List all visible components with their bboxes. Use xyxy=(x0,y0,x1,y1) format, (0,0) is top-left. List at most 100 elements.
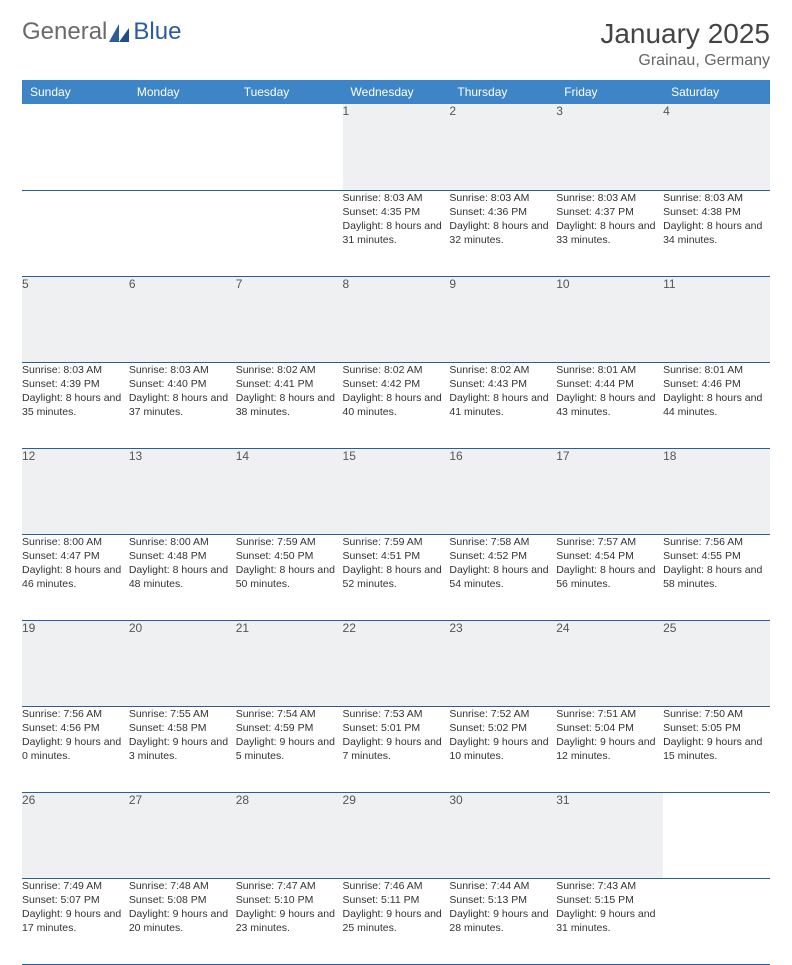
sunset-line: Sunset: 4:46 PM xyxy=(663,377,770,391)
location: Grainau, Germany xyxy=(600,52,770,70)
day-number-cell: 29 xyxy=(343,792,450,878)
day-content-cell: Sunrise: 8:03 AMSunset: 4:38 PMDaylight:… xyxy=(663,190,770,276)
day-number-cell: 1 xyxy=(343,104,450,190)
daylight-line: Daylight: 8 hours and 35 minutes. xyxy=(22,391,129,419)
day-number-cell: 26 xyxy=(22,792,129,878)
daylight-line: Daylight: 8 hours and 41 minutes. xyxy=(449,391,556,419)
logo: General Blue xyxy=(22,18,181,46)
day-content-cell: Sunrise: 8:03 AMSunset: 4:36 PMDaylight:… xyxy=(449,190,556,276)
sunset-line: Sunset: 5:02 PM xyxy=(449,721,556,735)
sunrise-line: Sunrise: 8:03 AM xyxy=(129,363,236,377)
daylight-line: Daylight: 9 hours and 17 minutes. xyxy=(22,907,129,935)
day-number-cell: 28 xyxy=(236,792,343,878)
day-content-cell: Sunrise: 7:54 AMSunset: 4:59 PMDaylight:… xyxy=(236,706,343,792)
day-number-cell: 9 xyxy=(449,276,556,362)
day-number-cell: 11 xyxy=(663,276,770,362)
day-content-row: Sunrise: 8:00 AMSunset: 4:47 PMDaylight:… xyxy=(22,534,770,620)
daylight-line: Daylight: 8 hours and 44 minutes. xyxy=(663,391,770,419)
sunrise-line: Sunrise: 8:03 AM xyxy=(449,191,556,205)
day-content-cell: Sunrise: 7:44 AMSunset: 5:13 PMDaylight:… xyxy=(449,878,556,964)
sunrise-line: Sunrise: 7:51 AM xyxy=(556,707,663,721)
day-content-row: Sunrise: 8:03 AMSunset: 4:35 PMDaylight:… xyxy=(22,190,770,276)
sunrise-line: Sunrise: 7:46 AM xyxy=(343,879,450,893)
day-content-cell: Sunrise: 7:57 AMSunset: 4:54 PMDaylight:… xyxy=(556,534,663,620)
day-number-cell: 31 xyxy=(556,792,663,878)
sunrise-line: Sunrise: 7:57 AM xyxy=(556,535,663,549)
daylight-line: Daylight: 8 hours and 54 minutes. xyxy=(449,563,556,591)
sunset-line: Sunset: 4:59 PM xyxy=(236,721,343,735)
day-content-cell: Sunrise: 7:47 AMSunset: 5:10 PMDaylight:… xyxy=(236,878,343,964)
day-content-row: Sunrise: 7:49 AMSunset: 5:07 PMDaylight:… xyxy=(22,878,770,964)
daylight-line: Daylight: 9 hours and 20 minutes. xyxy=(129,907,236,935)
day-number-cell: 2 xyxy=(449,104,556,190)
day-content-cell xyxy=(129,190,236,276)
header: General Blue January 2025 Grainau, Germa… xyxy=(22,18,770,70)
sunrise-line: Sunrise: 8:00 AM xyxy=(129,535,236,549)
sunset-line: Sunset: 4:44 PM xyxy=(556,377,663,391)
day-number-cell xyxy=(22,104,129,190)
day-number-cell: 10 xyxy=(556,276,663,362)
sunset-line: Sunset: 4:48 PM xyxy=(129,549,236,563)
sunset-line: Sunset: 5:11 PM xyxy=(343,893,450,907)
day-content-cell: Sunrise: 7:43 AMSunset: 5:15 PMDaylight:… xyxy=(556,878,663,964)
sunrise-line: Sunrise: 7:59 AM xyxy=(236,535,343,549)
sunrise-line: Sunrise: 7:59 AM xyxy=(343,535,450,549)
day-number-cell: 25 xyxy=(663,620,770,706)
day-content-cell: Sunrise: 7:59 AMSunset: 4:50 PMDaylight:… xyxy=(236,534,343,620)
logo-mark-icon xyxy=(109,22,131,42)
day-content-cell: Sunrise: 7:51 AMSunset: 5:04 PMDaylight:… xyxy=(556,706,663,792)
calendar-body: 1234Sunrise: 8:03 AMSunset: 4:35 PMDayli… xyxy=(22,104,770,964)
sunset-line: Sunset: 5:10 PM xyxy=(236,893,343,907)
sunrise-line: Sunrise: 7:55 AM xyxy=(129,707,236,721)
day-content-row: Sunrise: 8:03 AMSunset: 4:39 PMDaylight:… xyxy=(22,362,770,448)
day-number-cell: 22 xyxy=(343,620,450,706)
day-content-cell: Sunrise: 7:56 AMSunset: 4:55 PMDaylight:… xyxy=(663,534,770,620)
day-content-cell: Sunrise: 8:00 AMSunset: 4:47 PMDaylight:… xyxy=(22,534,129,620)
calendar-head: SundayMondayTuesdayWednesdayThursdayFrid… xyxy=(22,80,770,104)
day-content-cell: Sunrise: 7:58 AMSunset: 4:52 PMDaylight:… xyxy=(449,534,556,620)
day-content-cell: Sunrise: 8:03 AMSunset: 4:37 PMDaylight:… xyxy=(556,190,663,276)
title-block: January 2025 Grainau, Germany xyxy=(600,18,770,70)
sunset-line: Sunset: 4:43 PM xyxy=(449,377,556,391)
sunset-line: Sunset: 4:54 PM xyxy=(556,549,663,563)
sunrise-line: Sunrise: 7:56 AM xyxy=(663,535,770,549)
sunset-line: Sunset: 4:36 PM xyxy=(449,205,556,219)
daylight-line: Daylight: 8 hours and 56 minutes. xyxy=(556,563,663,591)
sunrise-line: Sunrise: 8:02 AM xyxy=(343,363,450,377)
daylight-line: Daylight: 9 hours and 25 minutes. xyxy=(343,907,450,935)
logo-text-general: General xyxy=(22,18,107,46)
day-content-cell: Sunrise: 7:55 AMSunset: 4:58 PMDaylight:… xyxy=(129,706,236,792)
day-content-cell: Sunrise: 8:02 AMSunset: 4:42 PMDaylight:… xyxy=(343,362,450,448)
day-number-cell: 19 xyxy=(22,620,129,706)
sunrise-line: Sunrise: 8:03 AM xyxy=(556,191,663,205)
sunset-line: Sunset: 5:07 PM xyxy=(22,893,129,907)
logo-text-blue: Blue xyxy=(133,18,181,46)
daylight-line: Daylight: 8 hours and 48 minutes. xyxy=(129,563,236,591)
day-number-cell: 20 xyxy=(129,620,236,706)
weekday-header: Wednesday xyxy=(343,80,450,104)
sunset-line: Sunset: 4:47 PM xyxy=(22,549,129,563)
day-content-cell: Sunrise: 8:01 AMSunset: 4:44 PMDaylight:… xyxy=(556,362,663,448)
daylight-line: Daylight: 8 hours and 40 minutes. xyxy=(343,391,450,419)
sunrise-line: Sunrise: 7:47 AM xyxy=(236,879,343,893)
daylight-line: Daylight: 8 hours and 58 minutes. xyxy=(663,563,770,591)
day-number-cell: 12 xyxy=(22,448,129,534)
day-content-cell xyxy=(236,190,343,276)
day-number-cell: 23 xyxy=(449,620,556,706)
sunset-line: Sunset: 4:40 PM xyxy=(129,377,236,391)
day-number-cell: 16 xyxy=(449,448,556,534)
sunrise-line: Sunrise: 8:03 AM xyxy=(663,191,770,205)
day-content-cell: Sunrise: 7:59 AMSunset: 4:51 PMDaylight:… xyxy=(343,534,450,620)
sunset-line: Sunset: 4:35 PM xyxy=(343,205,450,219)
day-number-row: 12131415161718 xyxy=(22,448,770,534)
sunset-line: Sunset: 5:01 PM xyxy=(343,721,450,735)
sunrise-line: Sunrise: 8:01 AM xyxy=(663,363,770,377)
daylight-line: Daylight: 8 hours and 37 minutes. xyxy=(129,391,236,419)
day-content-cell: Sunrise: 7:50 AMSunset: 5:05 PMDaylight:… xyxy=(663,706,770,792)
sunrise-line: Sunrise: 8:01 AM xyxy=(556,363,663,377)
day-number-cell xyxy=(129,104,236,190)
daylight-line: Daylight: 9 hours and 31 minutes. xyxy=(556,907,663,935)
day-content-cell: Sunrise: 7:53 AMSunset: 5:01 PMDaylight:… xyxy=(343,706,450,792)
day-number-cell: 24 xyxy=(556,620,663,706)
month-title: January 2025 xyxy=(600,18,770,50)
